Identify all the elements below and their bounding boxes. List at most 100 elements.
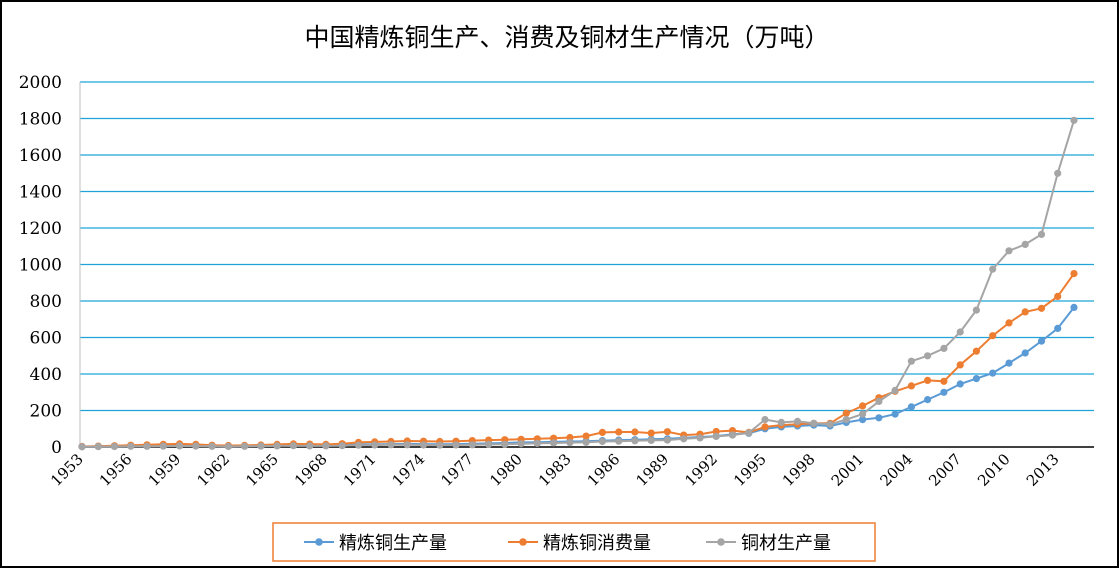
data-point [940, 344, 948, 352]
data-point [566, 439, 574, 447]
data-point [761, 416, 769, 424]
y-tick-label: 1600 [19, 146, 62, 166]
data-point [241, 442, 249, 450]
data-point [647, 436, 655, 444]
data-point [989, 369, 997, 377]
chart-title: 中国精炼铜生产、消费及铜材生产情况（万吨） [304, 23, 829, 52]
series-line [81, 306, 1075, 448]
y-tick-label: 0 [51, 438, 62, 458]
data-point [972, 306, 981, 314]
x-tick-label: 1983 [535, 450, 575, 490]
data-point [517, 440, 525, 448]
legend-item: 铜材生产量 [706, 533, 831, 554]
data-point [875, 397, 883, 405]
y-tick-label: 600 [30, 329, 62, 349]
data-point [1037, 230, 1046, 238]
data-point [696, 434, 704, 442]
data-point [452, 441, 460, 449]
data-point [1054, 292, 1062, 300]
data-point [745, 429, 753, 437]
legend-item: 精炼铜消费量 [508, 533, 651, 554]
y-tick-label: 2000 [19, 73, 62, 93]
data-point [354, 441, 363, 449]
data-point [550, 439, 558, 447]
x-tick-label: 1968 [291, 450, 331, 490]
legend-swatch-marker [519, 538, 527, 546]
data-point [728, 431, 737, 439]
data-point [924, 352, 932, 360]
data-point [436, 441, 444, 449]
x-tick-label: 1965 [242, 450, 282, 490]
data-point [631, 437, 639, 445]
data-point [78, 443, 86, 451]
x-tick-label: 1971 [340, 450, 380, 490]
data-point [143, 442, 151, 450]
data-point [208, 442, 216, 450]
data-point [924, 376, 932, 384]
data-point [322, 442, 330, 450]
data-point [859, 402, 867, 410]
data-point [907, 403, 916, 411]
x-tick-label: 1998 [779, 450, 819, 490]
series-2 [78, 270, 1078, 451]
data-point [289, 442, 297, 450]
legend-swatch-marker [717, 538, 725, 546]
data-point [940, 377, 948, 385]
data-point [793, 417, 802, 425]
y-tick-label: 400 [30, 365, 62, 385]
data-point [598, 428, 607, 436]
data-point [907, 382, 916, 390]
legend-box [272, 522, 876, 562]
data-point [859, 416, 867, 424]
legend-item: 精炼铜生产量 [304, 533, 447, 554]
data-point [273, 442, 281, 450]
data-point [842, 416, 850, 424]
data-point [907, 357, 916, 365]
y-axis-ticks: 0 200 400 600 800 1000 1200 1400 1600 1800 2000 [19, 73, 62, 458]
data-point [1037, 337, 1046, 345]
data-point [989, 265, 997, 273]
gridlines [80, 81, 1094, 412]
data-point [1037, 304, 1046, 312]
data-point [631, 428, 639, 436]
data-point [127, 442, 135, 450]
legend-label: 精炼铜生产量 [339, 533, 447, 554]
x-tick-label: 1962 [193, 450, 233, 490]
data-point [110, 442, 119, 451]
data-point [1070, 270, 1078, 278]
y-tick-label: 200 [30, 402, 62, 422]
data-point [598, 437, 607, 446]
data-point [1005, 247, 1013, 255]
data-point [1070, 303, 1078, 311]
data-point [663, 428, 672, 436]
data-point [1021, 240, 1029, 248]
data-point [1005, 319, 1013, 327]
x-tick-label: 1980 [486, 450, 526, 490]
legend-label: 精炼铜消费量 [543, 533, 651, 554]
data-point [972, 347, 981, 355]
x-tick-label: 1959 [145, 450, 185, 490]
data-point [387, 441, 395, 449]
data-point [1054, 324, 1062, 332]
data-point [972, 375, 981, 383]
y-tick-label: 1400 [19, 183, 62, 203]
x-tick-label: 1992 [681, 450, 721, 490]
data-point [891, 386, 899, 394]
y-tick-label: 1000 [19, 256, 62, 276]
data-point [468, 441, 476, 449]
x-tick-label: 1989 [633, 450, 673, 490]
data-point [1054, 169, 1062, 177]
x-tick-label: 2013 [1023, 450, 1063, 490]
x-tick-label: 2010 [974, 450, 1014, 490]
data-point [224, 442, 232, 451]
data-point [1070, 116, 1078, 124]
series [78, 116, 1078, 451]
x-tick-label: 1956 [96, 450, 136, 490]
data-point [159, 442, 167, 450]
data-point [777, 418, 785, 426]
data-point [956, 361, 964, 369]
data-point [1021, 308, 1029, 316]
data-point [615, 428, 623, 436]
